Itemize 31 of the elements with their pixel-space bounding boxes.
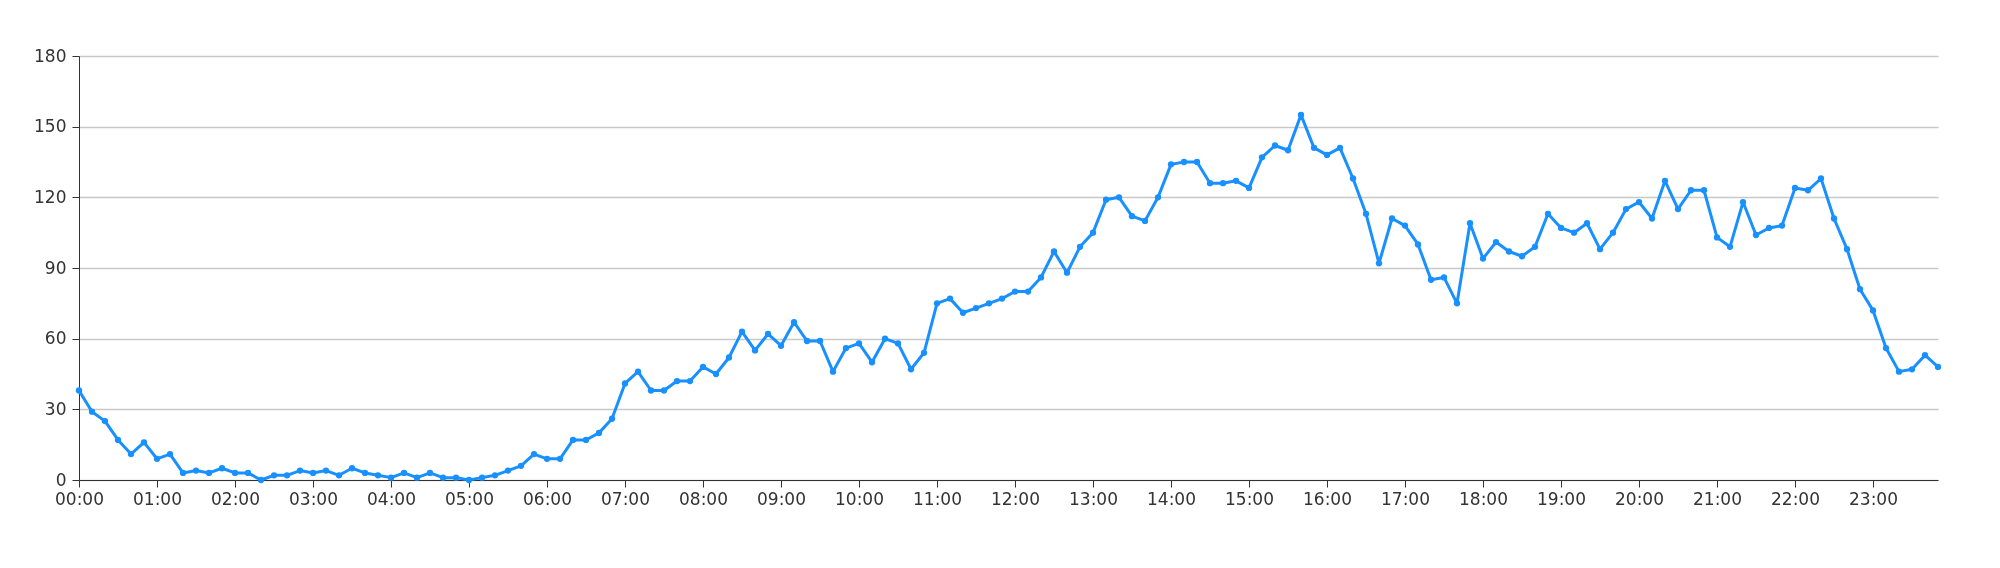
x-tick-label: 11:00 [913,488,962,509]
x-tick-label: 05:00 [445,488,494,509]
y-tick-label: 60 [44,328,67,349]
x-tick-label: 18:00 [1459,488,1508,509]
x-tick-label: 07:00 [601,488,650,509]
y-tick-label: 30 [44,398,67,419]
x-tick-label: 15:00 [1225,488,1274,509]
x-tick-label: 16:00 [1303,488,1352,509]
x-tick-label: 22:00 [1771,488,1820,509]
y-tick-label: 150 [34,116,67,137]
x-tick-label: 13:00 [1069,488,1118,509]
x-tick-label: 02:00 [211,488,260,509]
x-tick-label: 17:00 [1381,488,1430,509]
x-tick-label: 08:00 [679,488,728,509]
x-tick-label: 19:00 [1537,488,1586,509]
y-tick-label: 90 [44,257,67,278]
x-tick-label: 04:00 [367,488,416,509]
x-tick-label: 03:00 [289,488,338,509]
x-tick-label: 23:00 [1849,488,1898,509]
x-tick-label: 10:00 [835,488,884,509]
x-tick-label: 20:00 [1615,488,1664,509]
x-tick-label: 12:00 [991,488,1040,509]
x-tick-label: 06:00 [523,488,572,509]
x-tick-label: 01:00 [133,488,182,509]
x-tick-label: 00:00 [55,488,104,509]
y-tick-label: 120 [34,186,67,207]
y-tick-label: 180 [34,45,67,66]
x-tick-label: 14:00 [1147,488,1196,509]
y-tick-label: 0 [55,469,67,490]
x-tick-label: 09:00 [757,488,806,509]
x-tick-label: 21:00 [1693,488,1742,509]
